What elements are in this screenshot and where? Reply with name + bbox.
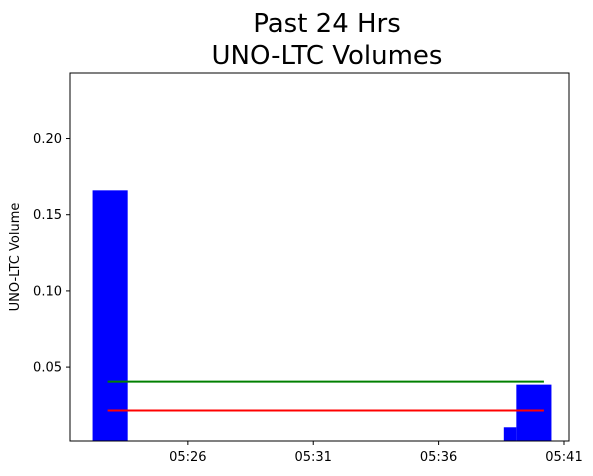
plot-area: 05:26 05:31 05:36 05:41 0.05 0.10 0.15 0.20 — [33, 72, 583, 465]
x-tick-label-3: 05:41 — [545, 450, 582, 465]
x-tick-label-1: 05:31 — [294, 450, 331, 465]
y-tick-label-0: 0.05 — [33, 361, 62, 376]
volume-bar-0 — [92, 190, 128, 441]
y-axis-label: UNO-LTC Volume — [8, 203, 23, 312]
x-axis-ticks: 05:26 05:31 05:36 05:41 — [169, 441, 583, 465]
chart-title-line-1: Past 24 Hrs — [253, 9, 401, 39]
x-tick-label-0: 05:26 — [169, 450, 206, 465]
volume-bar-1 — [503, 427, 517, 441]
y-axis-ticks: 0.05 0.10 0.15 0.20 — [33, 132, 70, 376]
volume-bar-2 — [516, 384, 552, 441]
plot-frame — [69, 72, 570, 442]
x-tick-label-2: 05:36 — [420, 450, 457, 465]
y-tick-label-2: 0.15 — [33, 208, 62, 223]
reference-lines-group — [107, 380, 544, 412]
chart-title-line-2: UNO-LTC Volumes — [212, 41, 443, 71]
y-tick-label-3: 0.20 — [33, 132, 62, 147]
y-tick-label-1: 0.10 — [33, 284, 62, 299]
bars-group — [92, 190, 552, 441]
